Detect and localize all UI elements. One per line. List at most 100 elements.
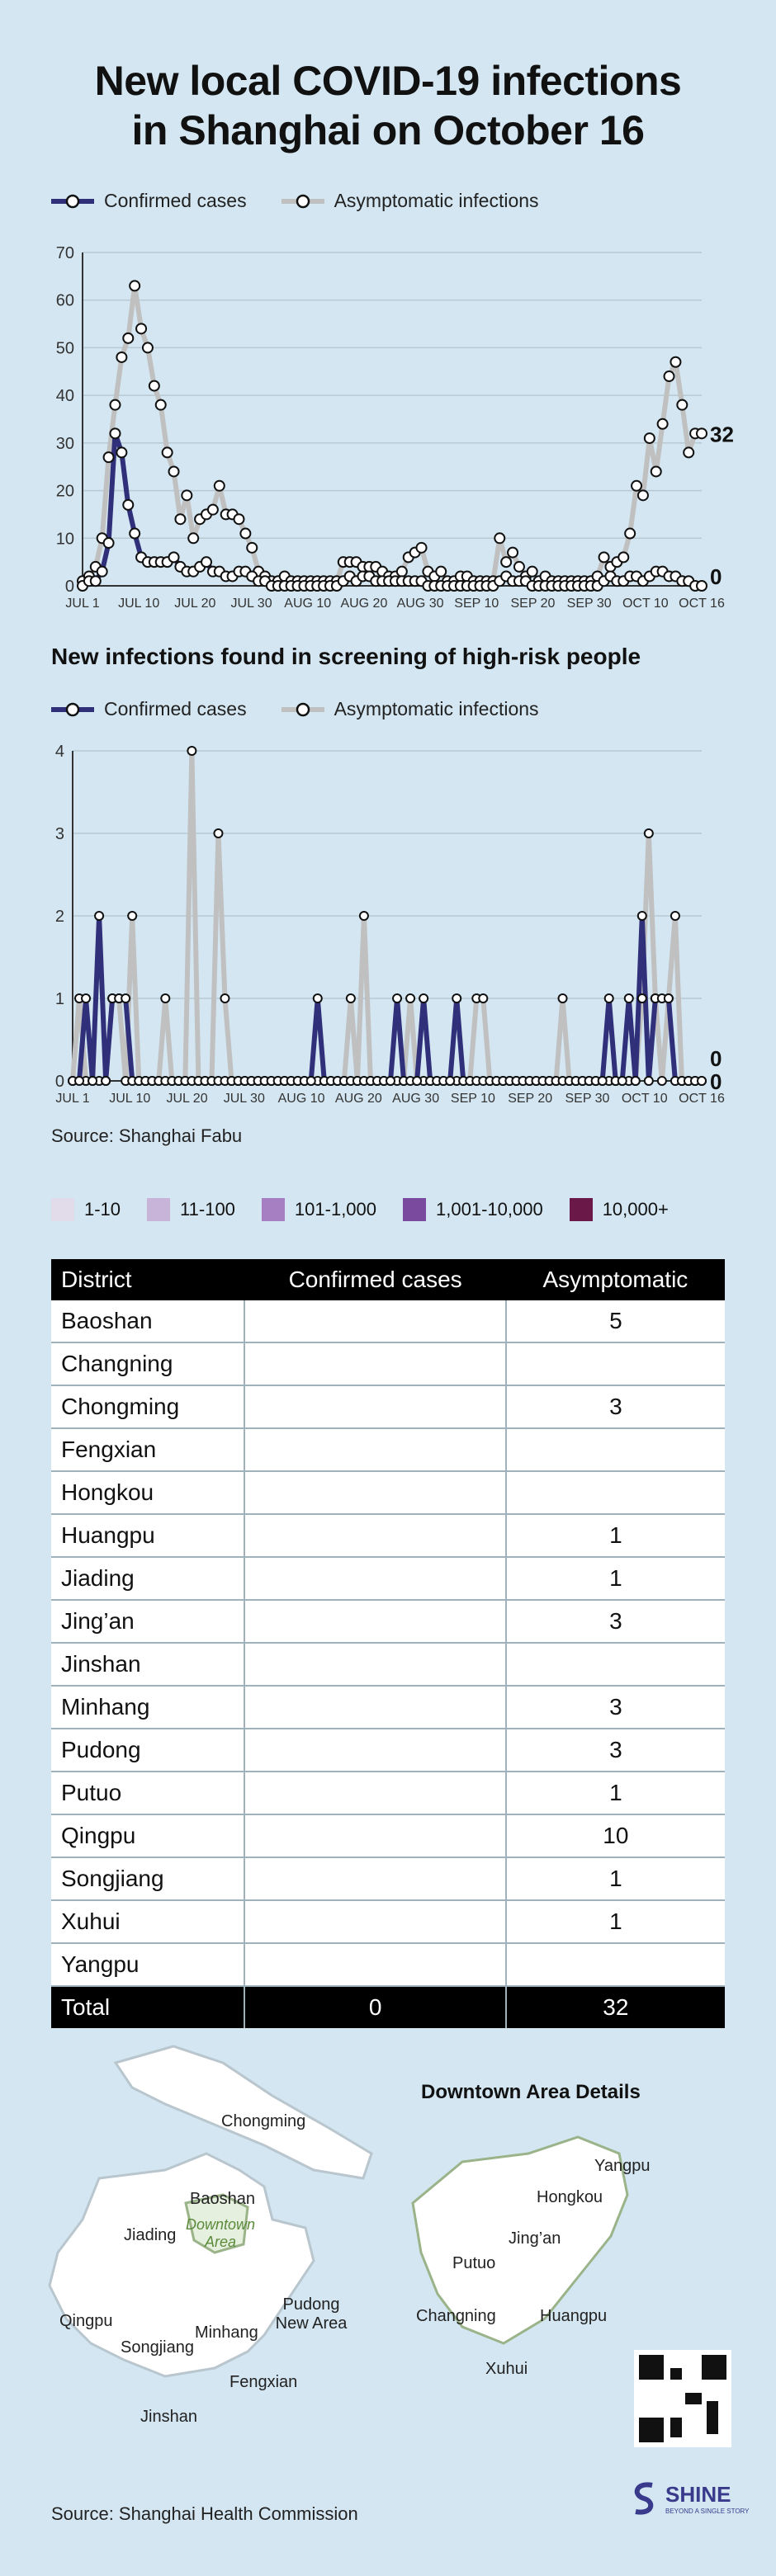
data-point [96,565,108,578]
data-point [109,427,121,440]
table-row: Jing’an 3 [51,1600,725,1644]
shine-logo: SHINE BEYOND A SINGLE STORY [627,2479,750,2518]
label-qingpu: Qingpu [59,2312,113,2330]
data-point [683,446,695,459]
x-tick-label: JUL 30 [230,597,272,611]
data-point [696,580,707,592]
x-tick-label: JUL 10 [109,1092,150,1106]
data-point [445,1076,456,1086]
chart-daily-infections: 0 10 20 30 40 50 60 70 JUL 1 JUL 10 JUL 20 JUL 30 AU… [56,244,734,611]
data-point [513,560,525,573]
district-cell: Hongkou [51,1471,245,1515]
end-label-asymptomatic: 32 [710,422,734,446]
asymptomatic-cell: 5 [505,1300,725,1343]
end-label-asymptomatic: 0 [710,1069,722,1094]
table-row: Qingpu 10 [51,1814,725,1858]
label-downtown: Downtown Area [185,2216,256,2250]
scale-label: 10,000+ [602,1199,669,1220]
legend-asymptomatic-label: Asymptomatic infections [334,190,539,211]
legend-confirmed: Confirmed cases [50,190,247,212]
end-label-confirmed: 0 [710,564,722,589]
x-tick-label: JUL 20 [174,597,215,611]
data-point [161,446,173,459]
x-tick-label: AUG 10 [284,597,331,611]
label-fengxian: Fengxian [229,2373,298,2391]
data-point [187,746,197,756]
data-point [160,993,171,1003]
table-row: Minhang 3 [51,1686,725,1729]
data-point [312,993,323,1003]
y-tick-label: 3 [55,825,64,843]
data-point [656,1076,667,1086]
data-point [168,465,180,478]
data-point [663,993,674,1003]
x-tick-label: OCT 10 [622,597,669,611]
data-point [213,828,224,838]
x-tick-label: SEP 20 [508,1092,552,1106]
data-point [101,1076,111,1086]
confirmed-cell [244,1943,507,1987]
data-point [246,541,258,554]
confirmed-cell [244,1300,507,1343]
district-cell: Pudong [51,1729,245,1772]
data-point [141,342,154,354]
district-cell: Huangpu [51,1514,245,1558]
asymptomatic-cell [505,1471,725,1515]
label-putuo: Putuo [452,2254,496,2272]
table-row: Songjiang 1 [51,1857,725,1901]
legend-asymptomatic: Asymptomatic infections [280,190,539,212]
scale-item: 101-1,000 [261,1198,377,1221]
data-point [478,993,489,1003]
asymptomatic-cell: 1 [505,1772,725,1815]
y-tick-label: 30 [56,435,74,453]
data-point [148,380,160,392]
table-row: Hongkou [51,1471,725,1515]
scale-label: 1-10 [84,1199,121,1220]
data-point [643,432,655,445]
data-point [220,993,230,1003]
data-point [135,323,148,335]
chart-screening-infections: 0 1 2 3 4 JUL 1 JUL 10 JUL 20 JUL 30 AUG 10 AUG 20… [55,743,725,1106]
scale-swatch [403,1198,427,1221]
header-district: District [51,1259,245,1300]
data-point [636,993,647,1003]
y-tick-label: 1 [55,990,64,1008]
data-point [213,479,225,492]
y-tick-label: 20 [56,483,74,501]
y-tick-label: 4 [55,743,64,761]
x-tick-label: SEP 10 [451,1092,495,1106]
x-tick-label: JUL 10 [118,597,159,611]
y-tick-label: 0 [55,1073,64,1091]
end-label-confirmed: 0 [710,1046,722,1071]
data-point [174,513,187,526]
confirmed-legend-icon [51,702,94,716]
y-tick-label: 70 [56,244,74,262]
district-cell: Total [51,1986,245,2028]
data-point [656,418,669,430]
data-point [187,532,200,545]
data-point [617,1076,627,1086]
shanghai-map [48,2045,731,2447]
district-cell: Fengxian [51,1428,245,1472]
x-tick-label: JUL 1 [65,597,99,611]
source-fabu: Source: Shanghai Fabu [51,1125,243,1146]
table-row: Baoshan 5 [51,1300,725,1343]
data-point [643,1076,654,1086]
data-point [636,911,647,921]
y-tick-label: 2 [55,908,64,926]
data-point [412,1076,423,1086]
downtown-title: Downtown Area Details [421,2081,641,2103]
district-cell: Jiading [51,1557,245,1601]
page-title: New local COVID-19 infections in Shangha… [0,56,776,155]
scale-item: 1,001-10,000 [403,1198,543,1221]
x-tick-label: JUL 20 [166,1092,207,1106]
data-point [154,399,167,411]
asymptomatic-cell [505,1428,725,1472]
scale-label: 101-1,000 [294,1199,377,1220]
header-asymptomatic: Asymptomatic [505,1259,725,1300]
data-point [305,1076,316,1086]
x-tick-label: SEP 10 [454,597,499,611]
confirmed-cell [244,1600,507,1644]
x-tick-label: AUG 10 [278,1092,325,1106]
asymptomatic-cell [505,1342,725,1386]
